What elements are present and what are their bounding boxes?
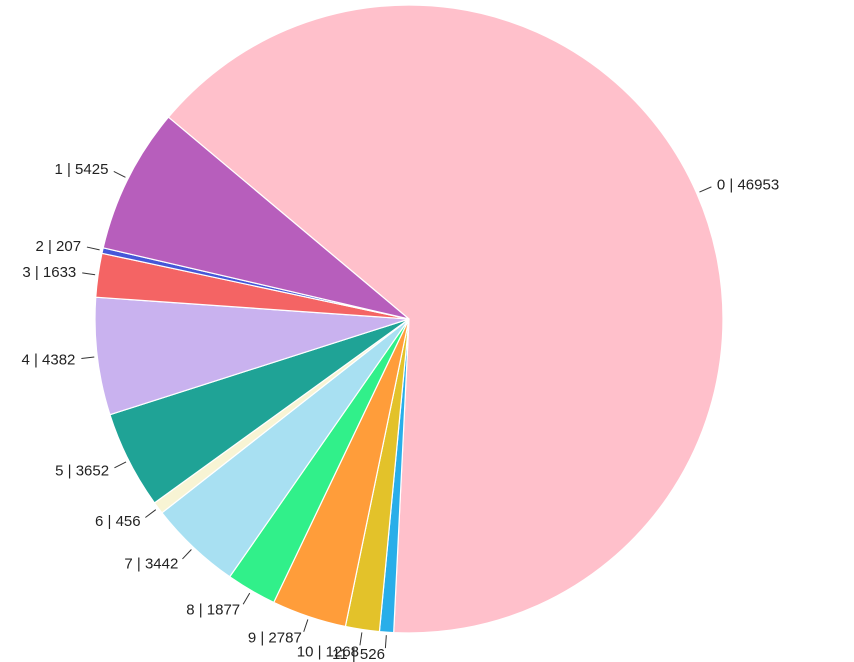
- slice-label-7: 7 | 3442: [124, 555, 178, 572]
- pie-slice-4: [94, 296, 410, 416]
- leader-line-6: [145, 509, 157, 518]
- leader-line-7: [182, 549, 192, 560]
- leader-line-10: [359, 632, 363, 646]
- leader-line-8: [242, 592, 251, 605]
- pie-slice-0: [167, 4, 724, 634]
- leader-line-11: [384, 635, 387, 649]
- slice-label-9: 9 | 2787: [248, 629, 302, 646]
- slice-label-3: 3 | 1633: [22, 264, 76, 281]
- slice-label-2: 2 | 207: [35, 238, 81, 255]
- pie-slice-1: [102, 116, 410, 320]
- slice-label-8: 8 | 1877: [186, 602, 240, 619]
- leader-line-2: [86, 246, 100, 251]
- leader-line-4: [81, 356, 95, 360]
- slice-label-11: 11 | 526: [332, 646, 385, 662]
- slice-label-0: 0 | 46953: [717, 176, 779, 193]
- pie-slices: [94, 4, 724, 634]
- slice-label-4: 4 | 4382: [21, 351, 75, 368]
- leader-line-3: [82, 272, 96, 276]
- leader-line-1: [113, 171, 126, 178]
- slice-label-1: 1 | 5425: [54, 161, 108, 178]
- leader-line-5: [114, 461, 127, 469]
- slice-label-6: 6 | 456: [95, 513, 141, 530]
- leader-lines: [81, 171, 712, 649]
- leader-line-0: [699, 186, 712, 193]
- slice-label-5: 5 | 3652: [55, 463, 109, 480]
- slice-label-10: 10 | 1268: [297, 643, 359, 660]
- leader-line-9: [303, 619, 309, 632]
